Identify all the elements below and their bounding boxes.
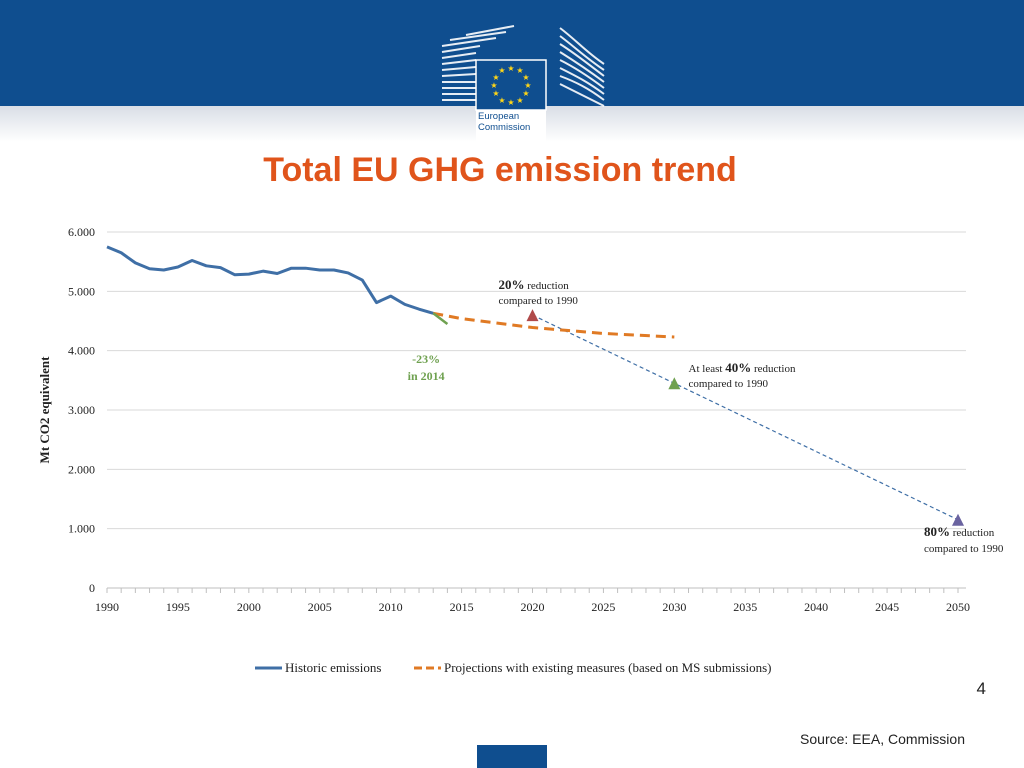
y-axis-label: Mt CO2 equivalent xyxy=(37,356,52,464)
target-label-2020: 20% reduction xyxy=(498,277,569,292)
svg-text:★: ★ xyxy=(498,96,505,105)
logo-line-2: Commission xyxy=(478,122,531,133)
svg-text:★: ★ xyxy=(516,96,523,105)
x-tick-label: 2015 xyxy=(450,600,474,614)
y-tick-label: 0 xyxy=(89,581,95,595)
svg-text:★: ★ xyxy=(498,66,505,75)
svg-text:★: ★ xyxy=(490,81,497,90)
target-percent: 20% xyxy=(498,277,524,292)
x-tick-label: 2050 xyxy=(946,600,970,614)
trend-2014-label: in 2014 xyxy=(408,369,445,383)
target-label-2050: 80% reduction xyxy=(924,524,995,539)
trend-2014-line xyxy=(432,312,449,325)
target-text: reduction xyxy=(751,363,796,375)
svg-text:★: ★ xyxy=(492,89,499,98)
y-tick-label: 2.000 xyxy=(68,462,95,476)
target-marker-2050 xyxy=(952,513,964,526)
svg-text:★: ★ xyxy=(522,73,529,82)
target-marker-2030 xyxy=(668,377,681,390)
bottom-flag xyxy=(477,745,547,768)
x-tick-label: 1995 xyxy=(166,600,190,614)
x-tick-label: 2005 xyxy=(308,600,332,614)
target-label-2030: At least 40% reduction xyxy=(689,360,796,375)
target-percent: 80% xyxy=(924,524,950,539)
logo-line-1: European xyxy=(478,111,520,122)
y-tick-label: 6.000 xyxy=(68,225,95,239)
target-path-line xyxy=(532,314,959,521)
svg-text:★: ★ xyxy=(524,81,531,90)
trend-2014-label: -23% xyxy=(412,352,440,366)
target-marker-2020 xyxy=(526,309,539,322)
source-note: Source: EEA, Commission xyxy=(800,731,965,747)
svg-text:★: ★ xyxy=(516,66,523,75)
x-tick-label: 2030 xyxy=(662,600,686,614)
y-tick-label: 4.000 xyxy=(68,344,95,358)
x-tick-label: 2040 xyxy=(804,600,828,614)
x-tick-label: 2010 xyxy=(379,600,403,614)
y-tick-label: 1.000 xyxy=(68,522,95,536)
x-tick-label: 2035 xyxy=(733,600,757,614)
target-prefix: At least xyxy=(689,363,726,375)
projection-series-line xyxy=(432,311,675,339)
legend-projection-label: Projections with existing measures (base… xyxy=(444,660,772,675)
target-sublabel-2030: compared to 1990 xyxy=(689,378,769,390)
svg-text:★: ★ xyxy=(507,98,514,107)
target-sublabel-2050: compared to 1990 xyxy=(924,543,1004,555)
x-tick-label: 2025 xyxy=(591,600,615,614)
european-commission-logo: ★ ★★ ★★★ ★★★ ★★★ xyxy=(441,25,605,142)
page-number: 4 xyxy=(976,679,986,698)
svg-text:★: ★ xyxy=(522,89,529,98)
svg-text:★: ★ xyxy=(492,73,499,82)
y-tick-label: 5.000 xyxy=(68,284,95,298)
legend-historic-label: Historic emissions xyxy=(285,660,381,675)
target-sublabel-2020: compared to 1990 xyxy=(498,295,578,307)
x-tick-label: 2000 xyxy=(237,600,261,614)
page-title: Total EU GHG emission trend xyxy=(263,151,737,189)
emission-chart: 0 1.000 2.000 3.000 4.000 5.000 6.000 1990 1995 2… xyxy=(37,225,1004,675)
target-text: reduction xyxy=(524,280,569,292)
target-text: reduction xyxy=(950,527,995,539)
historic-series-line xyxy=(106,245,434,315)
x-tick-label: 1990 xyxy=(95,600,119,614)
logo-text: European Commission xyxy=(478,111,546,133)
x-tick-label: 2045 xyxy=(875,600,899,614)
target-percent: 40% xyxy=(725,360,751,375)
x-tick-label: 2020 xyxy=(521,600,545,614)
y-tick-label: 3.000 xyxy=(68,403,95,417)
svg-text:★: ★ xyxy=(507,64,514,73)
